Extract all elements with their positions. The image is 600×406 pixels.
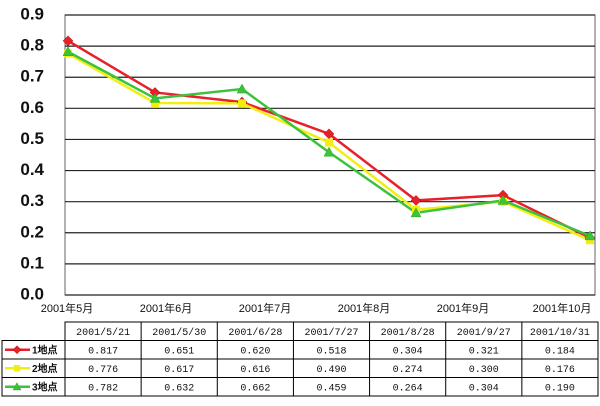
legend-label: 3地点 — [32, 380, 58, 393]
table-cell: 0.190 — [545, 383, 575, 394]
marker — [325, 138, 333, 147]
y-tick-label: 0.9 — [20, 4, 44, 23]
table-cell: 0.304 — [469, 383, 499, 394]
table-cell: 0.304 — [393, 346, 423, 357]
table-header: 2001/7/27 — [304, 327, 358, 339]
table-cell: 0.617 — [164, 365, 194, 376]
table-cell: 0.321 — [469, 346, 499, 357]
y-tick-label: 0.3 — [20, 191, 44, 210]
y-tick-label: 0.8 — [20, 36, 44, 55]
table-header: 2001/8/28 — [381, 327, 435, 339]
legend-label: 2地点 — [32, 362, 58, 375]
y-tick-label: 0.0 — [20, 284, 44, 303]
marker — [410, 195, 422, 206]
marker — [151, 99, 159, 108]
marker — [410, 207, 422, 218]
marker — [236, 83, 248, 94]
table-header: 2001/6/28 — [228, 327, 282, 339]
x-tick-label: 2001年5月 — [41, 301, 94, 315]
table-cell: 0.632 — [164, 383, 194, 394]
marker — [323, 146, 335, 157]
y-tick-label: 0.4 — [20, 160, 44, 179]
table-header: 2001/10/31 — [530, 327, 590, 339]
marker — [62, 35, 74, 47]
table-cell: 0.184 — [545, 346, 575, 357]
marker — [12, 382, 22, 391]
marker — [238, 99, 246, 108]
table-header: 2001/5/30 — [152, 327, 206, 339]
legend-label: 1地点 — [32, 343, 58, 356]
y-tick-label: 0.5 — [20, 129, 44, 148]
table-cell: 0.490 — [316, 365, 346, 376]
table-cell: 0.817 — [88, 346, 118, 357]
table-cell: 0.176 — [545, 365, 575, 376]
x-tick-label: 2001年10月 — [533, 301, 592, 315]
table-cell: 0.620 — [240, 346, 270, 357]
y-tick-label: 0.2 — [20, 222, 44, 241]
marker — [12, 345, 22, 355]
marker — [586, 236, 594, 245]
marker — [497, 194, 509, 205]
x-tick-label: 2001年7月 — [239, 301, 292, 315]
table-cell: 0.264 — [393, 383, 423, 394]
table-cell: 0.459 — [316, 383, 346, 394]
table-cell: 0.274 — [393, 365, 423, 376]
table-cell: 0.518 — [316, 346, 346, 357]
table-cell: 0.662 — [240, 383, 270, 394]
table-cell: 0.782 — [88, 383, 118, 394]
marker — [13, 365, 21, 372]
table-header: 2001/5/21 — [76, 327, 130, 339]
x-tick-label: 2001年9月 — [437, 301, 490, 315]
table-cell: 0.776 — [88, 365, 118, 376]
y-tick-label: 0.1 — [20, 253, 44, 272]
marker — [584, 230, 596, 241]
y-tick-label: 0.7 — [20, 67, 44, 86]
table-cell: 0.616 — [240, 365, 270, 376]
x-tick-label: 2001年6月 — [140, 301, 193, 315]
table-header: 2001/9/27 — [457, 327, 511, 339]
table-cell: 0.300 — [469, 365, 499, 376]
table-cell: 0.651 — [164, 346, 194, 357]
y-tick-label: 0.6 — [20, 98, 44, 117]
x-tick-label: 2001年8月 — [338, 301, 391, 315]
marker — [149, 92, 161, 103]
marker — [62, 46, 74, 56]
